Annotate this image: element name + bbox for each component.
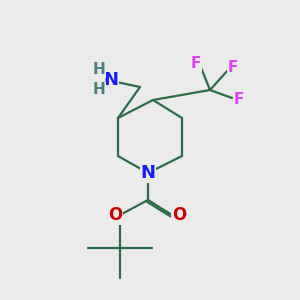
Text: H: H — [93, 82, 105, 98]
Text: N: N — [140, 164, 155, 182]
Text: H: H — [93, 62, 105, 77]
Text: O: O — [108, 206, 122, 224]
Text: N: N — [103, 71, 118, 89]
Text: O: O — [172, 206, 186, 224]
Text: F: F — [191, 56, 201, 71]
Text: F: F — [228, 61, 238, 76]
Text: F: F — [234, 92, 244, 107]
